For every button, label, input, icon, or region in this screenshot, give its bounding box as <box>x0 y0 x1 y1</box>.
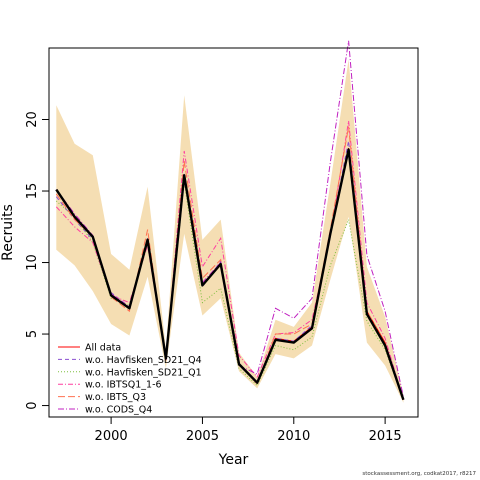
plot-frame <box>48 47 419 418</box>
legend-label-4: w.o. IBTSQ1_1-6 <box>85 380 162 391</box>
x-tick-label: 2010 <box>277 429 310 444</box>
confidence-band-layer <box>56 59 404 403</box>
y-tick-label: 20 <box>25 111 40 128</box>
y-tick-label: 15 <box>25 183 40 200</box>
legend-label-1: All data <box>85 343 121 354</box>
series-line-2 <box>55 140 404 400</box>
mean-line-layer <box>55 148 405 401</box>
legend-label-2: w.o. Havfisken_SD21_Q4 <box>85 355 202 366</box>
x-tick-label: 2000 <box>95 429 128 444</box>
x-axis-label: Year <box>218 452 249 468</box>
y-tick-label: 5 <box>25 330 40 338</box>
x-axis: 2000 2005 2010 2015 <box>95 417 402 444</box>
legend-label-3: w.o. Havfisken_SD21_Q1 <box>85 367 202 378</box>
x-tick-label: 2015 <box>369 429 402 444</box>
y-tick-label: 0 <box>25 401 40 409</box>
footer-credit: stockassessment.org, codkat2017, r8217 <box>362 471 476 477</box>
legend-label-6: w.o. CODS_Q4 <box>85 405 152 416</box>
y-axis-label: Recruits <box>0 204 16 261</box>
legend-label-5: w.o. IBTS_Q3 <box>85 392 146 403</box>
y-axis: 0 5 10 15 20 <box>25 111 49 410</box>
confidence-band <box>56 59 404 403</box>
y-tick-label: 10 <box>25 254 40 271</box>
x-tick-label: 2005 <box>186 429 219 444</box>
mean-line <box>55 148 405 401</box>
series-line-5 <box>55 126 404 400</box>
